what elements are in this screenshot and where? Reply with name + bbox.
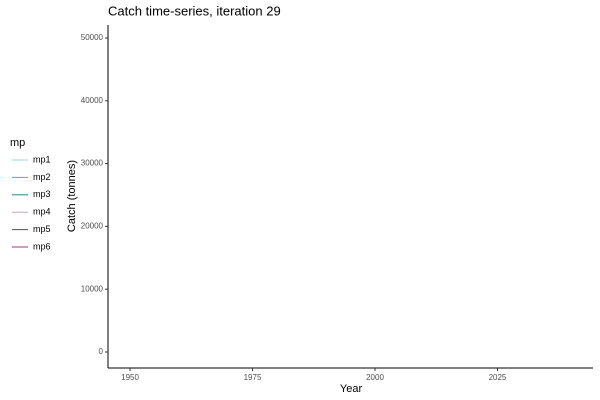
legend-title: mp [10, 137, 25, 149]
x-tick-label: 1975 [244, 373, 262, 382]
legend-label: mp1 [33, 154, 51, 164]
y-tick-label: 30000 [81, 159, 104, 168]
x-tick-label: 1950 [121, 373, 139, 382]
legend-label: mp2 [33, 172, 51, 182]
y-tick-label: 20000 [81, 222, 104, 231]
y-tick-label: 0 [99, 347, 104, 356]
x-tick-label: 2000 [366, 373, 384, 382]
y-axis-label: Catch (tonnes) [66, 160, 78, 232]
legend-label: mp3 [33, 189, 51, 199]
x-tick-label: 2025 [489, 373, 507, 382]
legend-label: mp6 [33, 241, 51, 251]
y-tick-label: 40000 [81, 96, 104, 105]
x-axis-label: Year [340, 383, 363, 395]
legend-label: mp4 [33, 207, 51, 217]
y-tick-label: 50000 [81, 33, 104, 42]
chart-title: Catch time-series, iteration 29 [108, 3, 281, 18]
y-tick-label: 10000 [81, 284, 104, 293]
legend-label: mp5 [33, 224, 51, 234]
